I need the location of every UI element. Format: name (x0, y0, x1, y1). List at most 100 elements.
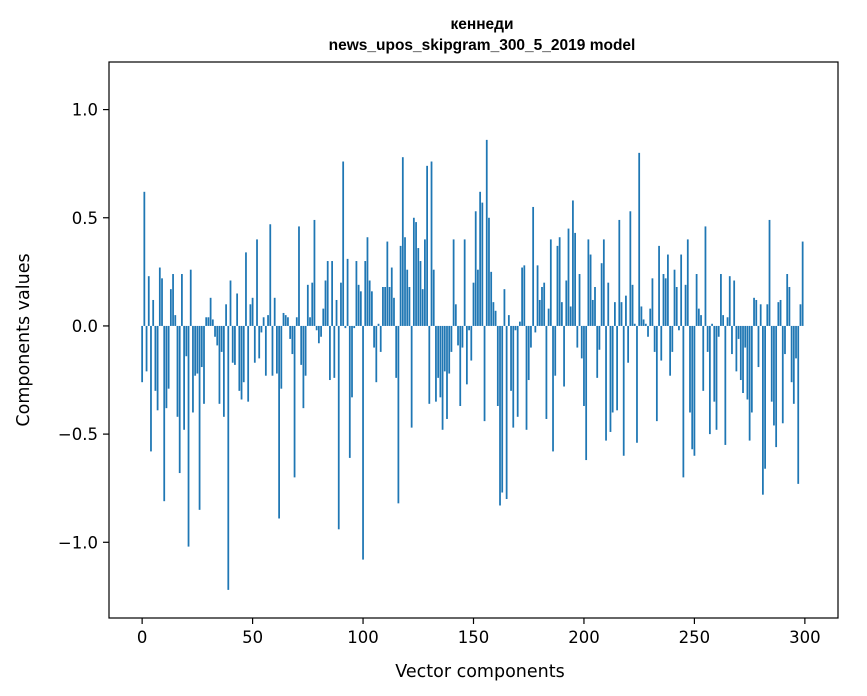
bar (404, 237, 406, 326)
bar (379, 325, 382, 352)
x-tick-label: 200 (568, 628, 600, 647)
bar (393, 297, 395, 326)
bar (364, 261, 367, 326)
bar (530, 325, 532, 348)
bar (183, 325, 185, 430)
bar (417, 248, 420, 326)
bar (724, 325, 727, 445)
bar (247, 325, 250, 402)
bar (527, 325, 530, 381)
bar (154, 325, 157, 391)
bar (167, 325, 170, 389)
bar (514, 325, 517, 331)
bar (185, 325, 188, 357)
bar (614, 302, 616, 326)
bar (759, 304, 762, 326)
bar (488, 217, 490, 326)
bar (141, 325, 144, 383)
bar (563, 325, 565, 387)
bar (384, 287, 387, 326)
bar (764, 325, 766, 469)
bar (501, 325, 504, 493)
bar (331, 261, 333, 326)
bar (264, 325, 267, 376)
bar (748, 325, 751, 441)
bar (605, 325, 607, 441)
bar (236, 293, 239, 326)
bar (214, 325, 216, 337)
bar (353, 325, 356, 329)
bar (194, 325, 197, 376)
bar (576, 325, 579, 348)
bar (412, 217, 415, 326)
bar (293, 325, 296, 478)
bar (589, 254, 592, 326)
bar (695, 274, 698, 326)
bar (227, 325, 230, 590)
bar (359, 291, 362, 326)
bar (653, 325, 656, 352)
bar (786, 274, 789, 326)
bar (187, 325, 190, 547)
bar (317, 325, 320, 344)
bar (207, 317, 210, 326)
bar (295, 317, 298, 326)
bar (386, 241, 389, 326)
bar (784, 325, 786, 355)
bar (625, 295, 627, 326)
bar (439, 325, 442, 398)
bar (225, 304, 227, 326)
bar (172, 274, 174, 326)
bar (432, 269, 435, 326)
bar (258, 325, 261, 359)
bar (664, 278, 667, 326)
bar (340, 282, 342, 326)
bar (720, 274, 722, 326)
bar (251, 297, 254, 326)
bar (203, 325, 205, 404)
bar (163, 325, 166, 502)
bar (565, 280, 568, 326)
bar (507, 315, 510, 326)
x-axis: 0 50 100 150 200 250 300 (137, 618, 821, 647)
bar (578, 274, 581, 326)
bar (351, 325, 353, 398)
bar (773, 325, 775, 426)
bar (437, 325, 440, 378)
bar (762, 325, 764, 495)
x-axis-label: Vector components (395, 662, 564, 682)
bar (534, 325, 537, 333)
chart-subtitle: news_upos_skipgram_300_5_2019 model (329, 37, 636, 54)
bar (311, 282, 314, 326)
bar (616, 325, 618, 411)
bar (609, 325, 612, 432)
bar (375, 325, 378, 383)
bar (728, 276, 731, 326)
bar (320, 325, 322, 337)
bar (147, 276, 150, 326)
bar (284, 315, 287, 326)
bar (196, 325, 199, 374)
bar (536, 265, 539, 326)
bar (640, 306, 643, 326)
bar (430, 161, 433, 326)
bar (620, 302, 623, 326)
bar (459, 325, 462, 406)
bar (242, 325, 245, 383)
bar (355, 261, 358, 326)
y-tick-label: 0.5 (72, 209, 98, 228)
bar (521, 267, 523, 326)
x-tick-label: 250 (679, 628, 711, 647)
bar (717, 325, 720, 337)
bar (234, 325, 236, 365)
bar (691, 325, 694, 450)
x-tick-label: 0 (137, 628, 148, 647)
bar (373, 325, 375, 348)
bar (629, 211, 632, 326)
bar (200, 325, 203, 368)
bar (587, 239, 590, 326)
bar (554, 325, 557, 376)
x-tick-label: 100 (347, 628, 379, 647)
bar (452, 239, 455, 326)
bar (708, 325, 711, 435)
